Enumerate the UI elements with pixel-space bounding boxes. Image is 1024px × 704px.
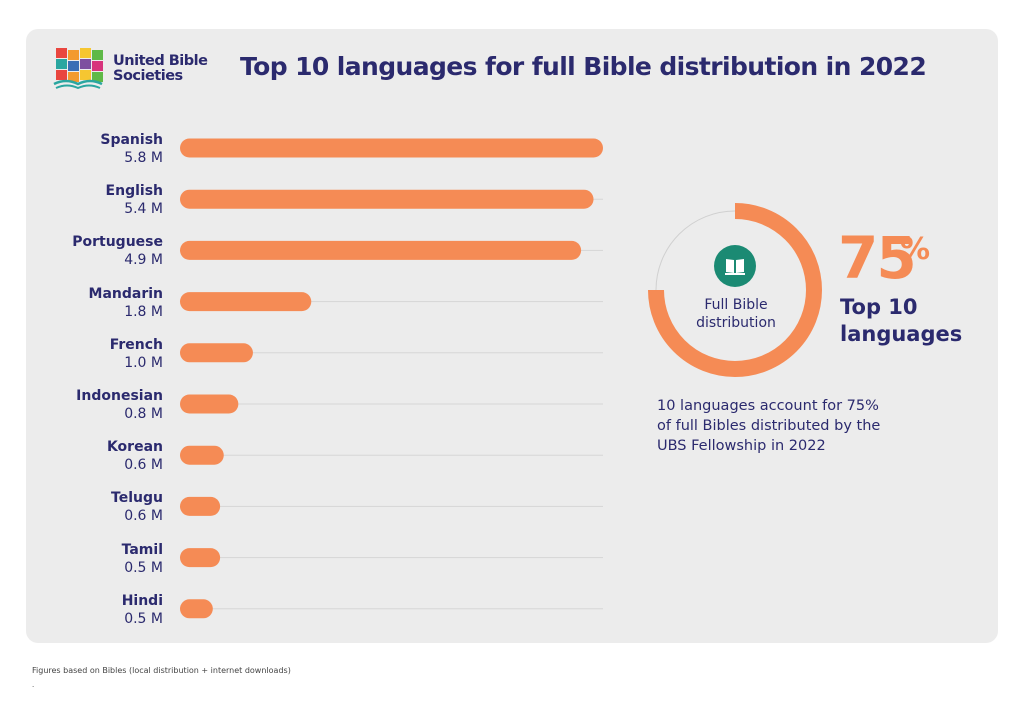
donut-arc — [648, 203, 822, 377]
category-label: Portuguese — [72, 234, 163, 251]
footnote: Figures based on Bibles (local distribut… — [32, 666, 291, 675]
logo-tile — [68, 72, 79, 82]
logo-tile — [68, 61, 79, 71]
bar-hindi — [180, 599, 213, 619]
highlight-percent-sign: % — [900, 232, 931, 267]
logo-tile — [56, 48, 67, 58]
value-label: 0.6 M — [124, 508, 163, 525]
logo-tile — [80, 48, 91, 58]
category-label: Telugu — [111, 490, 163, 507]
category-label: Spanish — [100, 132, 163, 148]
category-label: Tamil — [121, 541, 163, 558]
donut-label: Full Bible distribution — [696, 297, 776, 331]
value-label: 5.4 M — [124, 201, 163, 218]
value-label: 1.8 M — [124, 303, 163, 320]
bar-tamil — [180, 548, 221, 568]
donut-chart — [640, 195, 830, 390]
page-title: Top 10 languages for full Bible distribu… — [240, 52, 927, 81]
bar-portuguese — [180, 240, 582, 260]
category-label: French — [109, 336, 163, 353]
logo-tile — [80, 59, 91, 69]
book-icon — [714, 245, 756, 287]
footnote-mark: . — [32, 680, 35, 689]
logo-tile — [92, 50, 103, 60]
highlight-value: 75 — [838, 224, 917, 292]
logo-text: United Bible Societies — [113, 53, 208, 84]
category-label: Korean — [106, 439, 163, 456]
logo-tile — [92, 61, 103, 71]
bar-indonesian — [180, 394, 239, 414]
logo-tile — [68, 50, 79, 60]
value-label: 4.9 M — [124, 252, 163, 269]
value-label: 0.5 M — [124, 559, 163, 576]
description: 10 languages account for 75% of full Bib… — [657, 398, 881, 454]
category-label: Mandarin — [88, 285, 163, 302]
value-label: 0.5 M — [124, 610, 163, 627]
bar-english — [180, 189, 594, 209]
value-label: 5.8 M — [124, 150, 163, 166]
content-panel — [26, 29, 998, 643]
logo-tile — [80, 70, 91, 80]
value-label: 1.0 M — [124, 354, 163, 371]
category-label: Indonesian — [76, 388, 163, 404]
bar-spanish — [180, 138, 603, 158]
logo-tile — [56, 59, 67, 69]
category-label: Hindi — [121, 592, 163, 609]
value-label: 0.6 M — [124, 457, 163, 474]
category-label: English — [105, 183, 163, 200]
logo-tile — [56, 70, 67, 80]
bar-mandarin — [180, 292, 312, 312]
bar-french — [180, 343, 253, 363]
logo-tile — [92, 72, 103, 82]
bar-korean — [180, 445, 224, 465]
value-label: 0.8 M — [124, 406, 163, 422]
ubs-logo — [53, 48, 103, 90]
highlight-caption: Top 10 languages — [840, 295, 963, 346]
bar-telugu — [180, 496, 221, 516]
